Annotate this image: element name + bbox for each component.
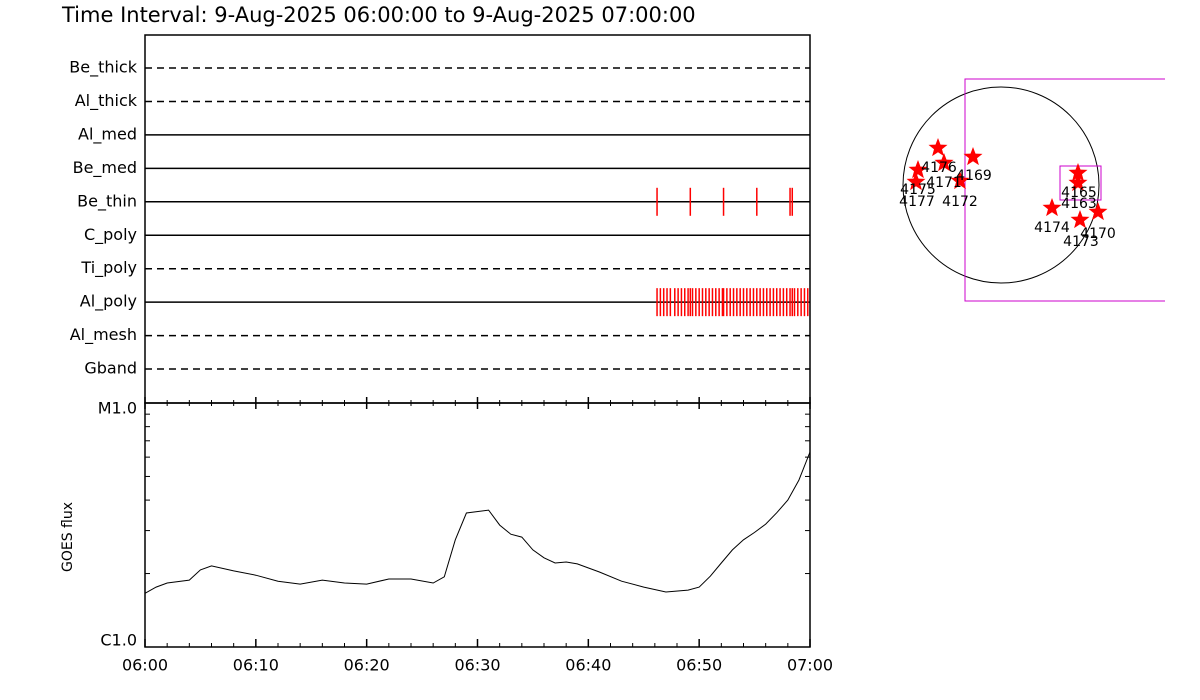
region-label: 4172: [942, 194, 978, 210]
filter-label: Gband: [84, 359, 137, 378]
x-tick-label: 06:20: [344, 656, 390, 675]
filter-label: Be_thin: [77, 191, 137, 211]
filter-label: Be_thick: [69, 58, 137, 78]
y-axis-label: GOES flux: [60, 502, 76, 572]
region-star: [1088, 202, 1108, 221]
solar-disk: [902, 86, 1100, 284]
region-star: [963, 147, 983, 166]
region-label: 4174: [1034, 220, 1070, 236]
x-tick-label: 07:00: [787, 656, 833, 675]
region-star: [934, 153, 954, 172]
region-label: 4163: [1061, 196, 1097, 212]
region-label: 4169: [956, 168, 992, 184]
x-tick-label: 06:00: [122, 656, 168, 675]
y-tick-label: C1.0: [100, 631, 137, 650]
region-star: [1068, 173, 1088, 192]
fov-box-small: [1059, 165, 1102, 201]
x-tick-label: 06:30: [454, 656, 500, 675]
region-star: [908, 160, 928, 179]
region-star: [906, 172, 926, 191]
filter-label: Al_poly: [80, 292, 137, 312]
x-tick-label: 06:10: [233, 656, 279, 675]
filter-label: Be_med: [73, 158, 137, 178]
y-tick-label: M1.0: [98, 399, 137, 418]
title: Time Interval: 9-Aug-2025 06:00:00 to 9-…: [61, 3, 696, 27]
filter-label: Al_med: [78, 124, 137, 144]
region-label: 4170: [1080, 226, 1116, 242]
region-label: 4165: [1061, 185, 1097, 201]
region-star: [1042, 198, 1062, 217]
region-star: [928, 138, 948, 157]
region-star: [1068, 163, 1088, 182]
filter-label: Ti_poly: [80, 258, 137, 278]
filter-label: Al_thick: [75, 91, 138, 111]
x-tick-label: 06:40: [565, 656, 611, 675]
region-label: 4175: [900, 182, 936, 198]
filter-label: C_poly: [84, 225, 137, 245]
x-tick-label: 06:50: [676, 656, 722, 675]
region-label: 4177: [899, 194, 935, 210]
region-label: 4176: [921, 160, 957, 176]
filter-label: Al_mesh: [70, 325, 137, 345]
goes-curve: [144, 451, 811, 594]
region-star: [950, 171, 970, 190]
region-label: 4173: [1063, 234, 1099, 250]
region-star: [1070, 210, 1090, 229]
fov-box: [964, 78, 1165, 302]
region-label: 4171: [926, 175, 962, 191]
